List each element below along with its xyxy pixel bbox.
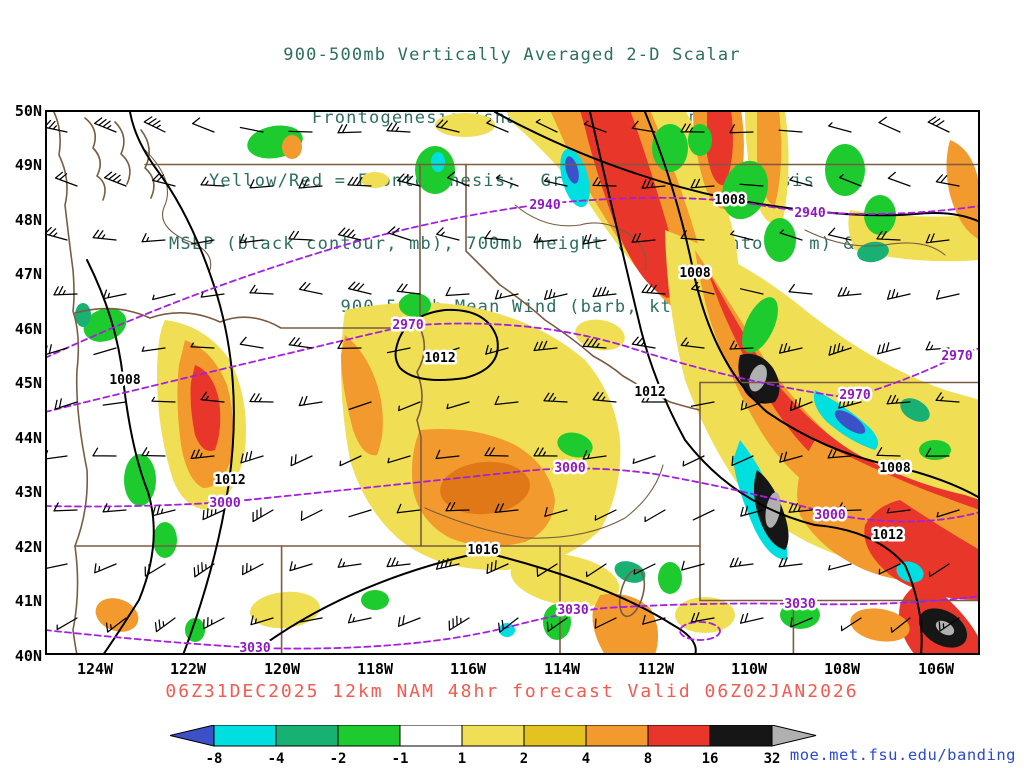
colorbar-tick-label: -1 [392, 751, 409, 767]
colorbar-tick-label: -2 [330, 751, 347, 767]
colorbar-segment [523, 725, 587, 747]
mslp-contour-label: 1008 [109, 373, 140, 388]
height-contours [45, 196, 980, 650]
colorbar-tick-label: 2 [520, 751, 528, 767]
banding-link[interactable]: moe.met.fsu.edu/banding [789, 746, 1016, 764]
lon-label-106w: 106W [917, 660, 955, 678]
great-salt-lake [618, 568, 646, 618]
height-contour-label: 2970 [839, 388, 870, 403]
lon-label-118w: 118W [356, 660, 394, 678]
lat-label-50n: 50N [14, 102, 42, 120]
height-contour-label: 2970 [941, 349, 972, 364]
colorbar-tick-label: 32 [764, 751, 781, 767]
lon-label-108w: 108W [823, 660, 861, 678]
height-contour-label: 3030 [239, 641, 270, 655]
lat-label-42n: 42N [14, 538, 42, 556]
lat-label-48n: 48N [14, 211, 42, 229]
colorbar-segment [461, 725, 525, 747]
colorbar: -8 -4 -2 -1 1 2 4 8 16 32 [169, 725, 817, 767]
lat-label-47n: 47N [14, 265, 42, 283]
lon-label-122w: 122W [169, 660, 207, 678]
mslp-contour-label: 1012 [424, 351, 455, 366]
lon-label-120w: 120W [263, 660, 301, 678]
colorbar-tick-label: -8 [206, 751, 223, 767]
map-frame [45, 110, 980, 655]
mslp-contour-label: 1008 [879, 461, 910, 476]
frontogenesis-shading [75, 110, 980, 655]
lon-label-110w: 110W [730, 660, 768, 678]
colorbar-arrow-right [771, 725, 817, 747]
mslp-contour-label: 1012 [872, 528, 903, 543]
mslp-contour-label: 1008 [714, 193, 745, 208]
lat-label-43n: 43N [14, 483, 42, 501]
mslp-contour-label: 1012 [634, 385, 665, 400]
mslp-contour-label: 1008 [679, 266, 710, 281]
forecast-caption: 06Z31DEC2025 12km NAM 48hr forecast Vali… [165, 681, 859, 702]
contour-labels: 1008 1008 1008 1008 1012 1012 1012 1012 … [107, 191, 975, 656]
mslp-contour-label: 1012 [214, 473, 245, 488]
colorbar-tick-label: 1 [458, 751, 466, 767]
lat-label-41n: 41N [14, 592, 42, 610]
wind-barbs-layer [45, 116, 960, 633]
height-contour-label: 3000 [209, 496, 240, 511]
lat-label-49n: 49N [14, 156, 42, 174]
colorbar-tick-label: 4 [582, 751, 590, 767]
colorbar-segment [399, 725, 463, 747]
mslp-contours [86, 111, 980, 655]
height-contour-label: 3030 [784, 597, 815, 612]
height-contour-label: 3030 [557, 603, 588, 618]
colorbar-tick-label: -4 [268, 751, 285, 767]
colorbar-tick-label: 8 [644, 751, 652, 767]
chart-title-line-1: 900-500mb Vertically Averaged 2-D Scalar [283, 45, 741, 65]
lat-label-45n: 45N [14, 374, 42, 392]
colorbar-segment [647, 725, 711, 747]
lat-label-44n: 44N [14, 429, 42, 447]
height-contour-label: 3000 [554, 461, 585, 476]
height-contour-label: 2970 [392, 318, 423, 333]
coastline [52, 110, 89, 655]
height-contour-label: 2940 [529, 198, 560, 213]
colorbar-segment [213, 725, 277, 747]
colorbar-segment [275, 725, 339, 747]
lon-label-116w: 116W [449, 660, 487, 678]
height-contour-label: 3000 [814, 508, 845, 523]
lon-label-112w: 112W [637, 660, 675, 678]
map-canvas: 1008 1008 1008 1008 1012 1012 1012 1012 … [45, 110, 980, 655]
lat-label-40n: 40N [14, 647, 42, 665]
lat-label-46n: 46N [14, 320, 42, 338]
state-borders [52, 110, 980, 655]
colorbar-tick-label: 16 [702, 751, 719, 767]
lon-label-124w: 124W [76, 660, 114, 678]
height-contour-label: 2940 [794, 206, 825, 221]
mslp-contour-label: 1016 [467, 543, 498, 558]
colorbar-arrow-left [169, 725, 215, 747]
lon-label-114w: 114W [543, 660, 581, 678]
colorbar-segment [709, 725, 773, 747]
colorbar-segment [337, 725, 401, 747]
colorbar-segment [585, 725, 649, 747]
